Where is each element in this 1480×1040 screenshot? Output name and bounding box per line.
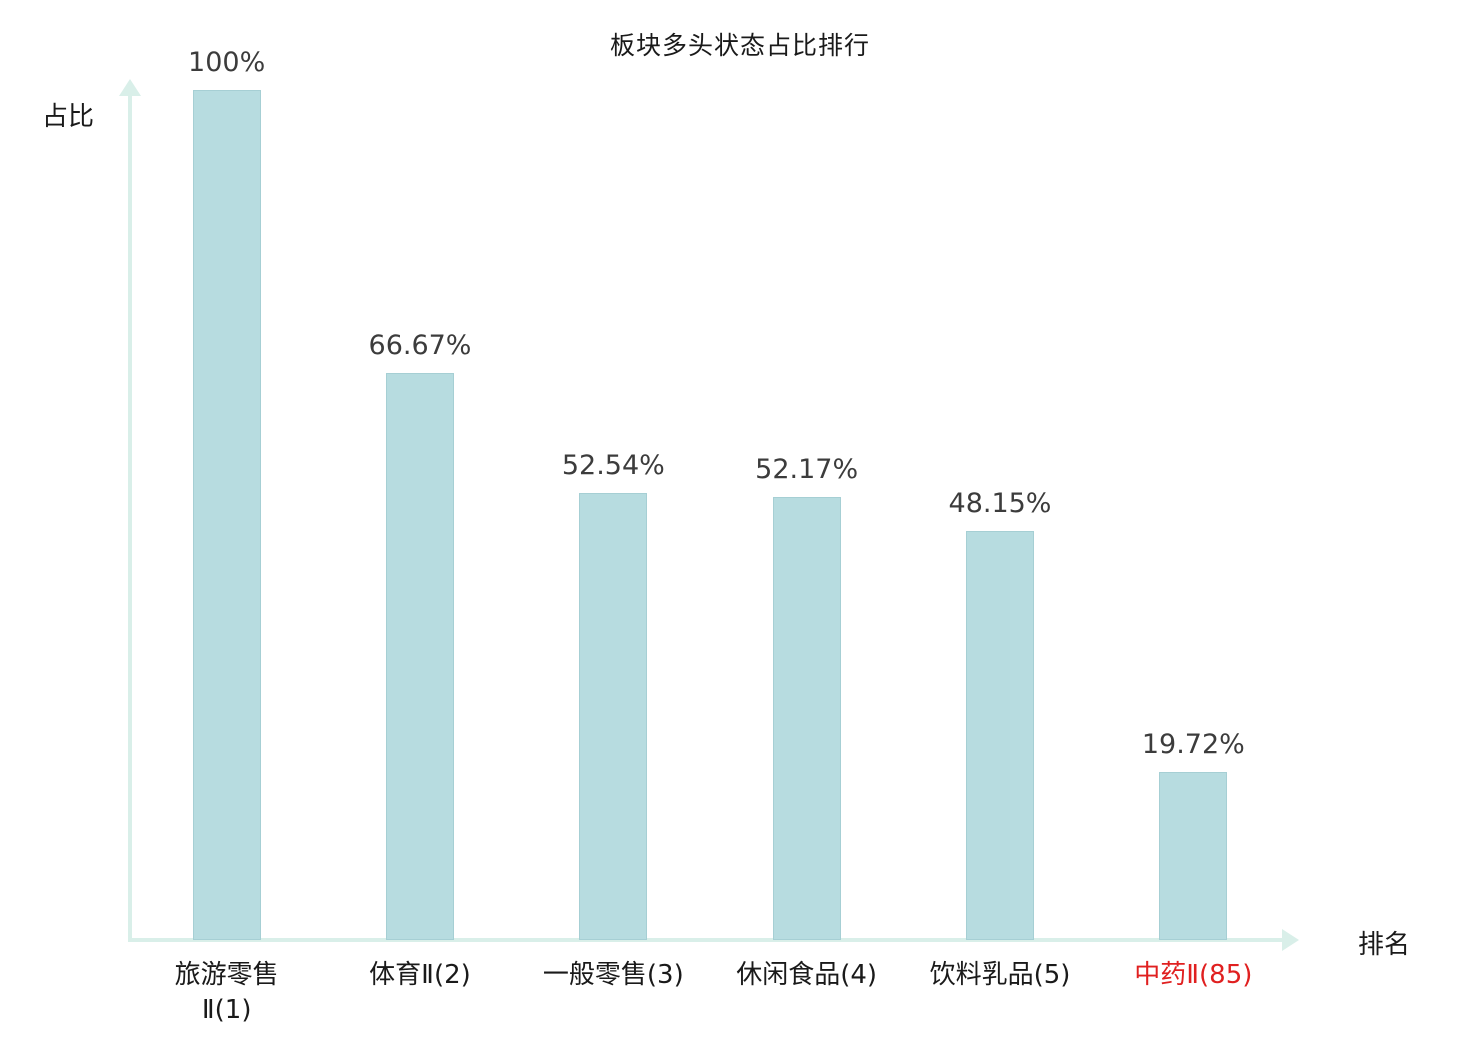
bar-value-label: 52.54% xyxy=(561,450,665,481)
x-axis-line xyxy=(128,938,1284,942)
chart-bar xyxy=(1159,772,1228,940)
category-label: 体育Ⅱ(2) xyxy=(369,960,471,990)
category-label: 休闲食品(4) xyxy=(736,960,878,990)
bar-value-label: 66.67% xyxy=(368,330,472,361)
category-label: 中药Ⅱ(85) xyxy=(1134,960,1253,990)
x-axis-label: 排名 xyxy=(1358,930,1411,960)
chart-bar xyxy=(966,531,1034,940)
bar-value-label: 19.72% xyxy=(1141,729,1245,760)
category-label: 一般零售(3) xyxy=(542,960,684,990)
y-axis-label: 占比 xyxy=(42,102,95,132)
category-label: 旅游零售 Ⅱ(1) xyxy=(174,960,279,1026)
bar-value-label: 52.17% xyxy=(755,454,859,485)
y-axis-line xyxy=(128,94,132,942)
category-label: 饮料乳品(5) xyxy=(929,960,1071,990)
x-axis-arrow-icon xyxy=(1282,929,1299,951)
chart-bar xyxy=(579,493,648,940)
chart-title: 板块多头状态占比排行 xyxy=(609,31,870,60)
bar-value-label: 100% xyxy=(188,47,266,78)
bar-value-label: 48.15% xyxy=(948,488,1052,519)
chart-bar xyxy=(772,497,841,940)
y-axis-arrow-icon xyxy=(119,79,141,96)
chart-bar xyxy=(386,373,454,940)
chart-bar xyxy=(192,90,261,940)
